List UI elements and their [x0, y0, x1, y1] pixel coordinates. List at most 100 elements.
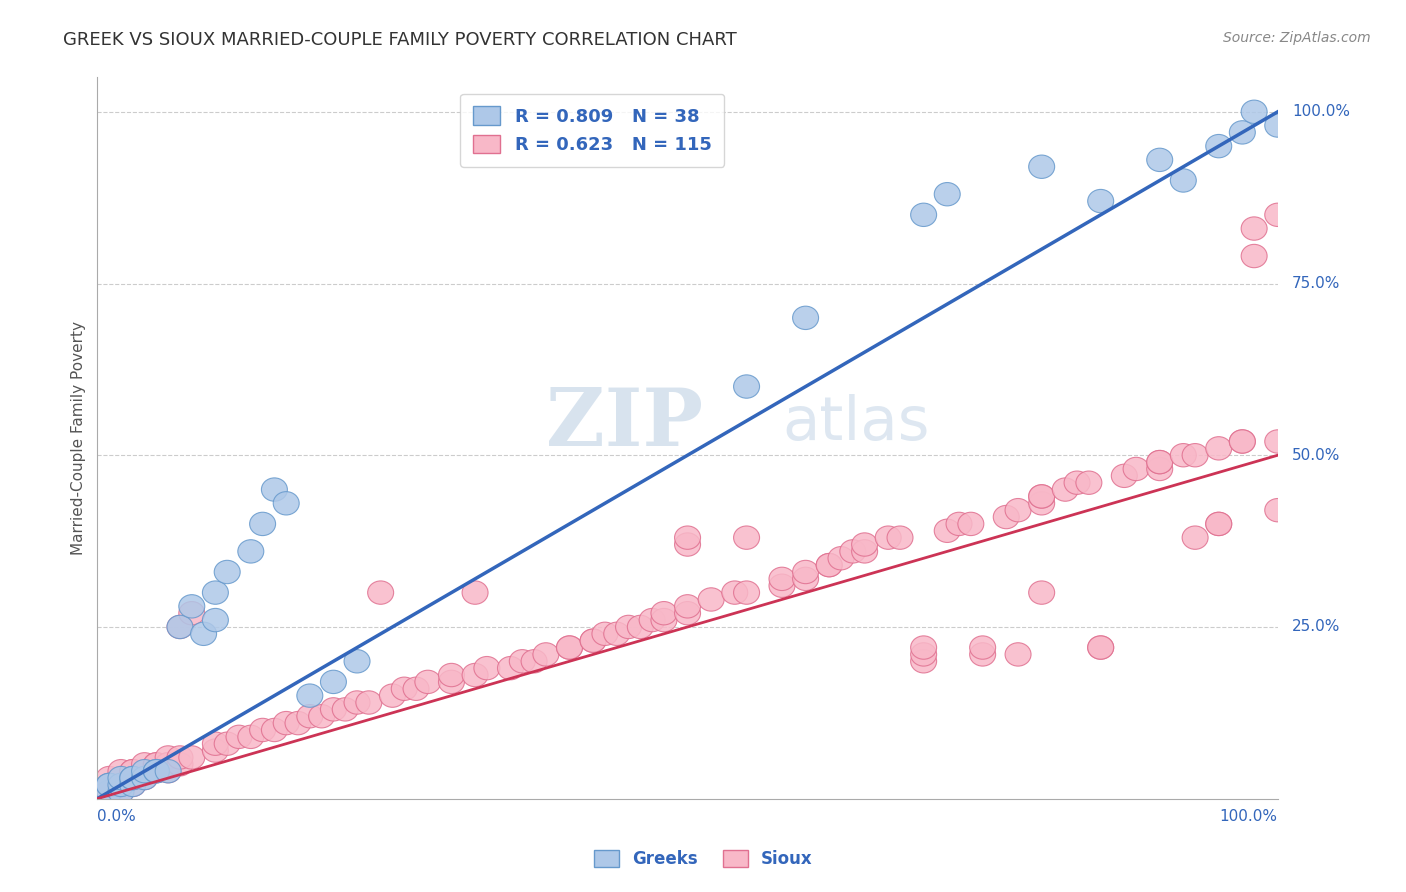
Ellipse shape [309, 705, 335, 728]
Ellipse shape [404, 677, 429, 700]
Ellipse shape [344, 649, 370, 673]
Ellipse shape [132, 753, 157, 776]
Text: GREEK VS SIOUX MARRIED-COUPLE FAMILY POVERTY CORRELATION CHART: GREEK VS SIOUX MARRIED-COUPLE FAMILY POV… [63, 31, 737, 49]
Text: Source: ZipAtlas.com: Source: ZipAtlas.com [1223, 31, 1371, 45]
Ellipse shape [675, 601, 700, 625]
Ellipse shape [108, 773, 134, 797]
Ellipse shape [675, 533, 700, 557]
Ellipse shape [120, 773, 146, 797]
Ellipse shape [651, 608, 676, 632]
Ellipse shape [380, 684, 405, 707]
Ellipse shape [1241, 244, 1267, 268]
Ellipse shape [852, 533, 877, 557]
Ellipse shape [793, 306, 818, 329]
Ellipse shape [463, 664, 488, 687]
Ellipse shape [120, 773, 146, 797]
Ellipse shape [202, 732, 228, 756]
Ellipse shape [167, 746, 193, 769]
Ellipse shape [120, 766, 146, 789]
Ellipse shape [439, 670, 464, 694]
Ellipse shape [1005, 499, 1031, 522]
Ellipse shape [214, 560, 240, 583]
Ellipse shape [699, 588, 724, 611]
Ellipse shape [887, 526, 912, 549]
Ellipse shape [498, 657, 523, 680]
Ellipse shape [120, 759, 146, 783]
Text: 75.0%: 75.0% [1292, 276, 1340, 291]
Text: atlas: atlas [782, 394, 929, 453]
Ellipse shape [96, 773, 122, 797]
Ellipse shape [1005, 643, 1031, 666]
Ellipse shape [155, 759, 181, 783]
Ellipse shape [793, 560, 818, 583]
Ellipse shape [155, 753, 181, 776]
Ellipse shape [557, 636, 582, 659]
Ellipse shape [946, 512, 972, 535]
Ellipse shape [143, 753, 169, 776]
Ellipse shape [108, 773, 134, 797]
Ellipse shape [1029, 484, 1054, 508]
Ellipse shape [1029, 155, 1054, 178]
Ellipse shape [96, 773, 122, 797]
Ellipse shape [297, 684, 323, 707]
Ellipse shape [1029, 581, 1054, 604]
Ellipse shape [1170, 443, 1197, 467]
Ellipse shape [155, 759, 181, 783]
Text: 0.0%: 0.0% [97, 809, 136, 824]
Ellipse shape [297, 705, 323, 728]
Ellipse shape [415, 670, 441, 694]
Ellipse shape [367, 581, 394, 604]
Ellipse shape [1064, 471, 1090, 494]
Ellipse shape [108, 766, 134, 789]
Ellipse shape [603, 622, 630, 646]
Ellipse shape [155, 753, 181, 776]
Ellipse shape [828, 547, 853, 570]
Ellipse shape [179, 601, 205, 625]
Ellipse shape [391, 677, 418, 700]
Ellipse shape [262, 478, 287, 501]
Ellipse shape [108, 766, 134, 789]
Ellipse shape [675, 595, 700, 618]
Ellipse shape [1229, 430, 1256, 453]
Ellipse shape [321, 670, 346, 694]
Ellipse shape [1052, 478, 1078, 501]
Ellipse shape [332, 698, 359, 721]
Legend: Greeks, Sioux: Greeks, Sioux [586, 843, 820, 875]
Ellipse shape [1229, 120, 1256, 145]
Ellipse shape [1182, 526, 1208, 549]
Ellipse shape [167, 615, 193, 639]
Ellipse shape [1123, 458, 1149, 481]
Ellipse shape [934, 519, 960, 542]
Ellipse shape [1206, 437, 1232, 460]
Y-axis label: Married-Couple Family Poverty: Married-Couple Family Poverty [72, 321, 86, 555]
Ellipse shape [155, 746, 181, 769]
Ellipse shape [1147, 148, 1173, 171]
Ellipse shape [817, 553, 842, 577]
Ellipse shape [202, 739, 228, 763]
Ellipse shape [852, 540, 877, 563]
Ellipse shape [734, 375, 759, 398]
Ellipse shape [721, 581, 748, 604]
Text: 50.0%: 50.0% [1292, 448, 1340, 463]
Ellipse shape [1241, 100, 1267, 123]
Ellipse shape [439, 664, 464, 687]
Ellipse shape [238, 725, 264, 748]
Legend: R = 0.809   N = 38, R = 0.623   N = 115: R = 0.809 N = 38, R = 0.623 N = 115 [461, 94, 724, 167]
Ellipse shape [179, 746, 205, 769]
Ellipse shape [132, 766, 157, 789]
Ellipse shape [96, 773, 122, 797]
Ellipse shape [1206, 512, 1232, 535]
Ellipse shape [769, 567, 794, 591]
Ellipse shape [1147, 450, 1173, 474]
Ellipse shape [970, 643, 995, 666]
Ellipse shape [793, 567, 818, 591]
Ellipse shape [132, 759, 157, 783]
Ellipse shape [1088, 636, 1114, 659]
Ellipse shape [934, 183, 960, 206]
Ellipse shape [285, 712, 311, 735]
Ellipse shape [1147, 450, 1173, 474]
Text: ZIP: ZIP [546, 384, 703, 463]
Ellipse shape [108, 766, 134, 789]
Ellipse shape [522, 649, 547, 673]
Ellipse shape [651, 601, 676, 625]
